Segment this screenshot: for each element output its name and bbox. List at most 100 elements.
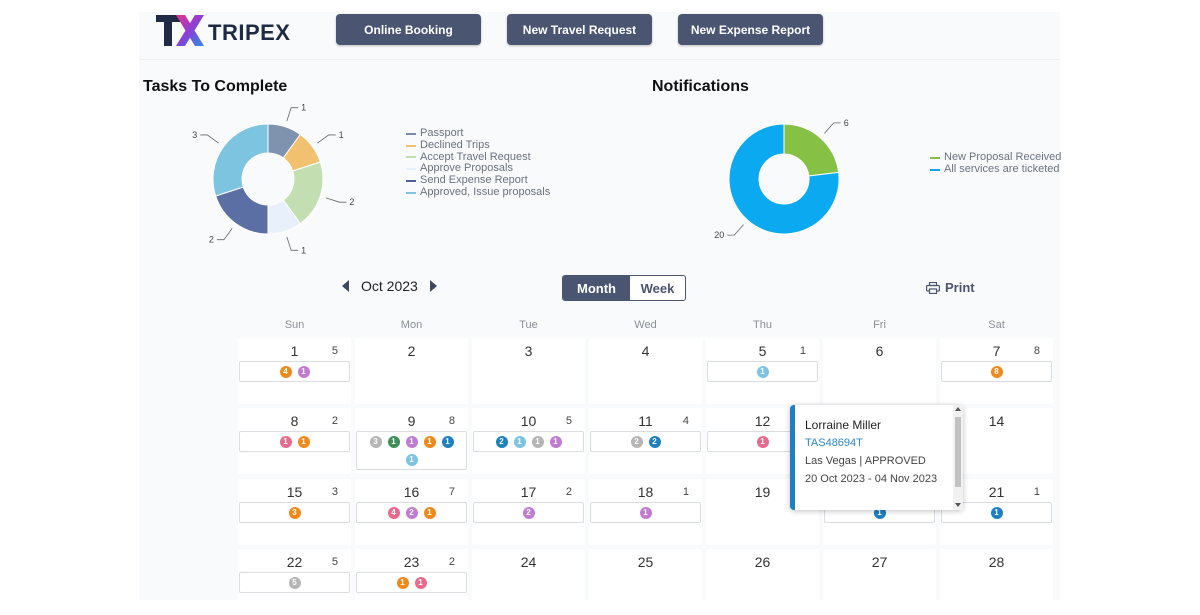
popup-scrollbar[interactable] <box>953 405 963 510</box>
trip-status-badge[interactable]: 4 <box>387 507 400 519</box>
trip-status-badge[interactable]: 1 <box>756 436 769 448</box>
trip-status-badge[interactable]: 1 <box>441 436 454 448</box>
calendar-day-15[interactable]: 15 3 3 <box>238 479 351 545</box>
trip-status-badge[interactable]: 1 <box>423 507 436 519</box>
weekday-fri: Fri <box>873 319 886 331</box>
trip-status-badge[interactable]: 1 <box>405 454 418 466</box>
print-button[interactable]: Print <box>926 280 975 295</box>
trip-code-link[interactable]: TAS48694T <box>805 437 863 449</box>
month-view-tab[interactable]: Month <box>563 276 630 300</box>
calendar-day-26[interactable]: 26 <box>706 549 819 615</box>
tasks-legend-item-5[interactable]: Approved, Issue proposals <box>406 186 550 199</box>
tasks-value-label-2: 2 <box>349 197 354 207</box>
calendar-day-27[interactable]: 27 <box>823 549 936 615</box>
trip-status-badge[interactable]: 2 <box>630 436 643 448</box>
new-expense-report-button[interactable]: New Expense Report <box>678 14 823 45</box>
trip-status-badge[interactable]: 1 <box>873 507 886 519</box>
trip-status-badge[interactable]: 3 <box>369 436 382 448</box>
new-travel-request-button[interactable]: New Travel Request <box>507 14 652 45</box>
trip-status-badge[interactable]: 2 <box>648 436 661 448</box>
day-badge-group: 5 <box>239 572 350 593</box>
trip-status-badge[interactable]: 5 <box>288 577 301 589</box>
notifications-legend-item-1[interactable]: All services are ticketed <box>930 163 1061 176</box>
tasks-legend-item-0[interactable]: Passport <box>406 127 550 140</box>
scroll-down-icon[interactable] <box>955 503 961 507</box>
day-trip-count: 7 <box>448 486 455 498</box>
trip-status-badge[interactable]: 1 <box>513 436 526 448</box>
tasks-legend-item-1[interactable]: Declined Trips <box>406 139 550 152</box>
calendar-day-16[interactable]: 16 7 4 2 1 <box>355 479 468 545</box>
calendar-day-23[interactable]: 23 2 1 1 <box>355 549 468 615</box>
day-trip-count: 4 <box>682 415 689 427</box>
calendar-day-6[interactable]: 6 <box>823 338 936 404</box>
trip-status-badge[interactable]: 1 <box>396 577 409 589</box>
day-number: 3 <box>524 343 533 359</box>
day-trip-count: 5 <box>565 415 572 427</box>
logo-wordmark: TRIPEX <box>208 20 291 45</box>
calendar-day-28[interactable]: 28 <box>940 549 1053 615</box>
calendar-day-4[interactable]: 4 <box>589 338 702 404</box>
trip-status-badge[interactable]: 1 <box>423 436 436 448</box>
calendar-day-3[interactable]: 3 <box>472 338 585 404</box>
trip-status-badge[interactable]: 1 <box>297 436 310 448</box>
tasks-legend-item-4[interactable]: Send Expense Report <box>406 174 550 187</box>
trip-status-badge[interactable]: 2 <box>522 507 535 519</box>
scroll-up-icon[interactable] <box>955 407 961 411</box>
notifications-legend-item-0[interactable]: New Proposal Received <box>930 151 1061 164</box>
tasks-legend-item-2[interactable]: Accept Travel Request <box>406 150 550 164</box>
notifications-slice-0[interactable] <box>783 123 840 177</box>
legend-label: Accept Travel Request <box>420 150 531 163</box>
month-navigator: Oct 2023 <box>342 278 437 294</box>
tasks-slice-4[interactable] <box>215 186 269 235</box>
trip-status-badge[interactable]: 2 <box>405 507 418 519</box>
scroll-thumb[interactable] <box>955 417 961 487</box>
day-badge-group: 3 <box>239 502 350 523</box>
week-view-tab[interactable]: Week <box>640 280 675 296</box>
notifications-slice-1[interactable] <box>728 123 840 235</box>
calendar-day-18[interactable]: 18 1 1 <box>589 479 702 545</box>
calendar-day-21[interactable]: 21 1 1 <box>940 479 1053 545</box>
calendar-day-2[interactable]: 2 <box>355 338 468 404</box>
trip-status-badge[interactable]: 4 <box>279 366 292 378</box>
trip-status-badge[interactable]: 3 <box>288 507 301 519</box>
day-trip-count: 2 <box>448 556 455 568</box>
trip-status-badge[interactable]: 1 <box>531 436 544 448</box>
next-month-arrow-icon[interactable] <box>429 280 437 292</box>
trip-status-badge[interactable]: 1 <box>279 436 292 448</box>
day-badge-group: 1 <box>941 502 1052 523</box>
trip-status-badge[interactable]: 1 <box>387 436 400 448</box>
prev-month-arrow-icon[interactable] <box>342 280 349 292</box>
calendar-day-25[interactable]: 25 <box>589 549 702 615</box>
trip-status-badge[interactable]: 1 <box>297 366 310 378</box>
trip-detail-popup[interactable]: Lorraine Miller TAS48694T Las Vegas | AP… <box>790 405 963 510</box>
calendar-day-17[interactable]: 17 2 2 <box>472 479 585 545</box>
tasks-value-label-5: 3 <box>192 130 197 140</box>
day-trip-count: 2 <box>331 415 338 427</box>
trip-status-badge[interactable]: 2 <box>495 436 508 448</box>
view-toggle: Month Week <box>562 275 686 301</box>
calendar-day-7[interactable]: 7 8 8 <box>940 338 1053 404</box>
day-number: 23 <box>403 554 420 570</box>
current-month-label: Oct 2023 <box>361 278 418 294</box>
online-booking-button[interactable]: Online Booking <box>336 14 481 45</box>
tasks-slice-5[interactable] <box>212 123 269 197</box>
calendar-day-5[interactable]: 5 1 1 <box>706 338 819 404</box>
calendar-day-24[interactable]: 24 <box>472 549 585 615</box>
trip-status-badge[interactable]: 1 <box>639 507 652 519</box>
trip-status-badge[interactable]: 1 <box>414 577 427 589</box>
calendar-day-22[interactable]: 22 5 5 <box>238 549 351 615</box>
tasks-legend-item-3[interactable]: Approve Proposals <box>406 163 550 175</box>
trip-status-badge[interactable]: 1 <box>756 366 769 378</box>
day-number: 18 <box>637 484 654 500</box>
trip-status-badge[interactable]: 8 <box>990 366 1003 378</box>
tripex-logo[interactable]: TRIPEX <box>156 14 290 50</box>
calendar-day-10[interactable]: 10 5 2 1 1 1 <box>472 408 585 474</box>
trip-status-badge[interactable]: 1 <box>990 507 1003 519</box>
calendar-day-11[interactable]: 11 4 2 2 <box>589 408 702 474</box>
trip-status-badge[interactable]: 1 <box>549 436 562 448</box>
day-number: 8 <box>290 413 299 429</box>
trip-status-badge[interactable]: 1 <box>405 436 418 448</box>
